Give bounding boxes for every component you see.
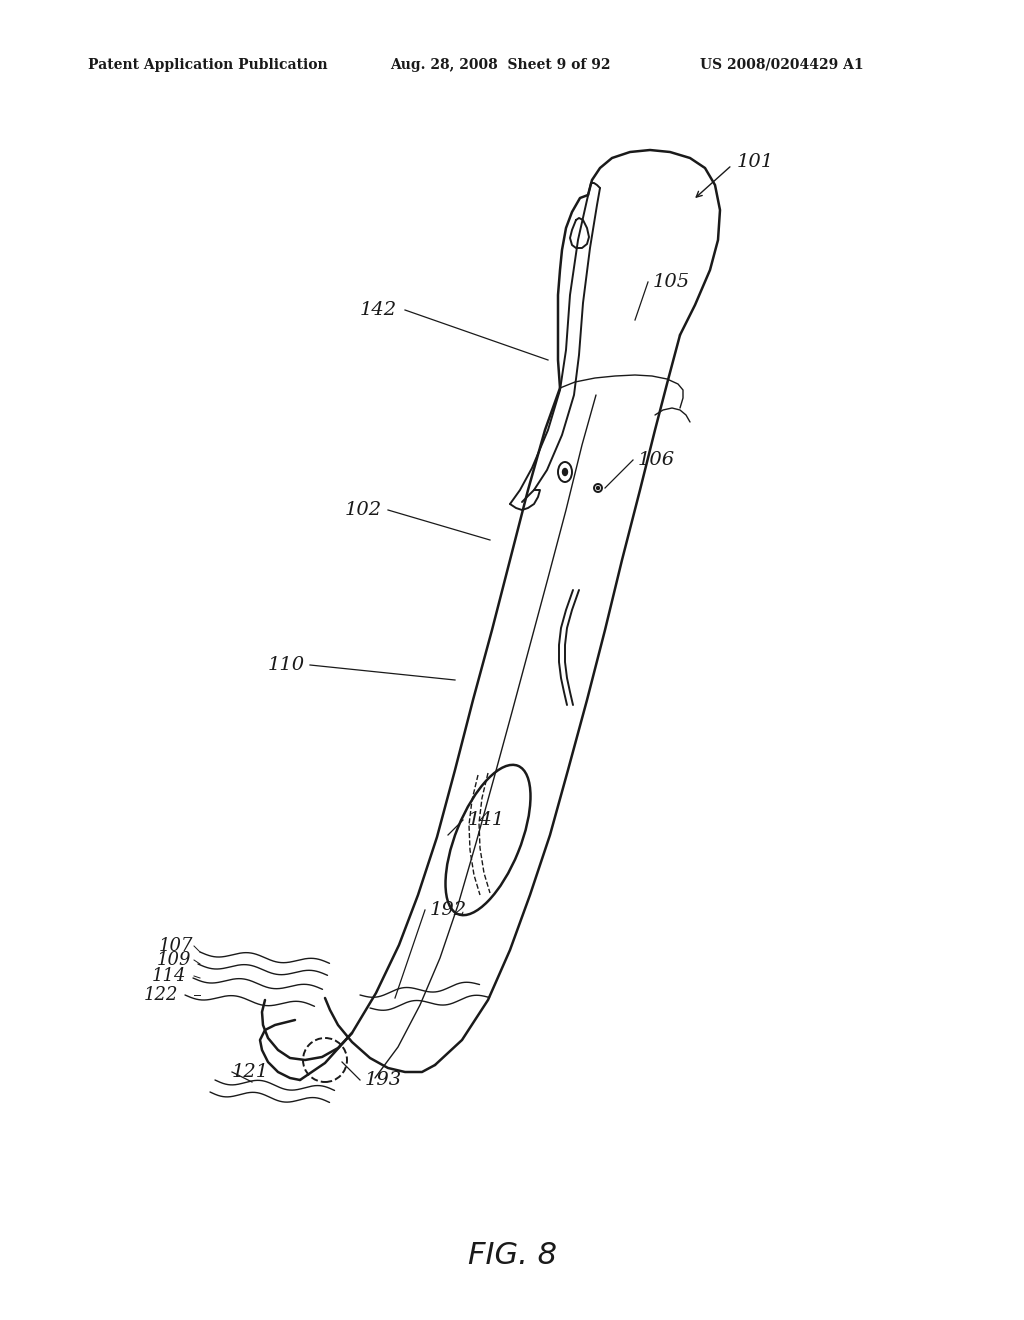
Text: 192: 192 bbox=[430, 902, 467, 919]
Text: 122: 122 bbox=[143, 986, 178, 1005]
Ellipse shape bbox=[558, 462, 572, 482]
Text: 114: 114 bbox=[152, 968, 186, 985]
Circle shape bbox=[597, 487, 599, 490]
Text: 107: 107 bbox=[159, 937, 193, 954]
Text: 142: 142 bbox=[360, 301, 397, 319]
Text: 105: 105 bbox=[653, 273, 690, 290]
Text: 141: 141 bbox=[468, 810, 505, 829]
Text: FIG. 8: FIG. 8 bbox=[468, 1241, 556, 1270]
Text: 102: 102 bbox=[345, 502, 382, 519]
Text: 121: 121 bbox=[232, 1063, 269, 1081]
Text: 101: 101 bbox=[737, 153, 774, 172]
Text: 106: 106 bbox=[638, 451, 675, 469]
Text: 110: 110 bbox=[268, 656, 305, 675]
Ellipse shape bbox=[562, 469, 567, 475]
Text: Aug. 28, 2008  Sheet 9 of 92: Aug. 28, 2008 Sheet 9 of 92 bbox=[390, 58, 610, 73]
Text: 193: 193 bbox=[365, 1071, 402, 1089]
Text: US 2008/0204429 A1: US 2008/0204429 A1 bbox=[700, 58, 863, 73]
Text: Patent Application Publication: Patent Application Publication bbox=[88, 58, 328, 73]
Text: 109: 109 bbox=[157, 950, 191, 969]
